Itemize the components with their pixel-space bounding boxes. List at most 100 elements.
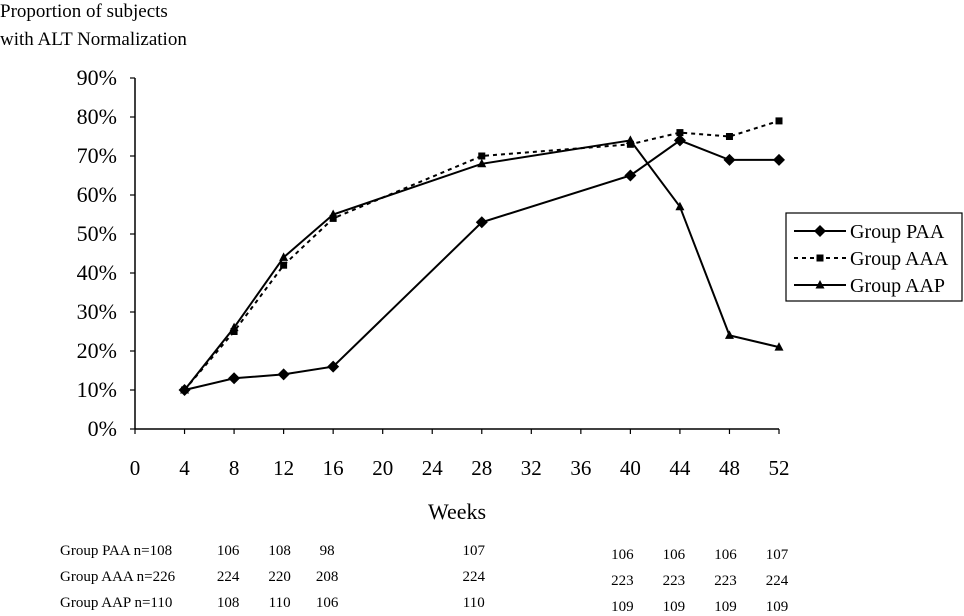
x-tick-label: 20 [372,456,393,480]
data-point [279,252,289,261]
legend-swatch-marker [815,280,825,289]
count-cell: 208 [316,569,339,585]
data-point [477,158,487,168]
y-axis-title: Proportion of subjects with ALT Normaliz… [0,1,187,50]
count-cell: 109 [663,599,686,611]
x-axis-ticks: 0 4 8 12 16 20 24 28 32 36 40 44 48 52 [130,429,790,480]
count-cell: 106 [316,595,339,611]
count-cell: 109 [766,599,789,611]
x-tick-label: 32 [521,456,542,480]
series-layer [178,117,785,396]
count-row-label: Group AAA n=226 [60,569,176,585]
series-line [184,139,779,391]
data-point [676,129,684,137]
legend-item-group-aap: Group AAP [794,275,945,297]
y-tick-label: 60% [77,182,117,207]
y-tick-label: 80% [77,104,117,129]
y-axis-ticks: 0% 10% 20% 30% 40% 50% 60% 70% 80% 90% [77,65,135,441]
x-tick-label: 36 [570,456,591,480]
series-line [183,119,780,391]
x-tick-label: 0 [130,456,141,480]
series-group-paa [178,134,785,396]
data-point [775,117,783,125]
data-point [228,372,241,385]
y-tick-label: 70% [77,143,117,168]
y-axis-title-line-2: with ALT Normalization [0,29,187,50]
data-point [675,201,685,211]
legend-label: Group AAA [850,248,949,270]
legend-swatch-marker [816,254,824,262]
legend-box [785,212,963,302]
count-cell: 224 [463,569,486,585]
count-cell: 106 [611,547,634,563]
x-tick-label: 16 [323,456,344,480]
count-cell: 110 [463,595,485,611]
data-point [625,135,635,144]
count-cell: 108 [217,595,240,611]
count-cell: 106 [217,543,240,559]
count-cell: 108 [268,543,291,559]
count-cell: 220 [268,569,291,585]
y-tick-label: 10% [77,377,117,402]
count-cell: 223 [663,573,686,589]
data-point [723,153,736,166]
count-cell: 98 [320,543,335,559]
count-cell: 223 [714,573,737,589]
legend: Group PAA Group AAA Group AAP [785,212,963,302]
data-point [724,330,734,339]
data-point [327,360,340,373]
data-point [230,328,238,335]
data-point [725,133,733,140]
legend-swatch-marker [814,225,826,237]
x-tick-label: 4 [179,456,190,480]
data-point [475,216,488,229]
data-point [773,153,785,166]
x-tick-label: 24 [422,456,444,480]
x-tick-label: 28 [471,456,492,480]
count-row-group-aaa: Group AAA n=226 224 220 208 224 223 223 223 224 [60,569,789,589]
count-cell: 109 [714,599,737,611]
data-point [328,209,338,218]
x-tick-label: 40 [620,456,641,480]
y-tick-label: 20% [77,338,117,363]
series-line [183,139,780,391]
count-cell: 107 [463,543,486,559]
series-group-aap [180,135,784,394]
legend-label: Group PAA [850,221,945,243]
data-point [478,152,486,160]
count-cell: 106 [714,547,737,563]
count-row-group-paa: Group PAA n=108 106 108 98 107 106 106 106 107 [60,543,789,563]
x-tick-label: 48 [719,456,740,480]
legend-label: Group AAP [850,275,945,297]
data-point [180,385,190,394]
y-tick-label: 0% [88,416,117,441]
data-point [277,368,290,381]
count-cell: 110 [269,595,291,611]
y-tick-label: 50% [77,221,117,246]
count-row-label: Group PAA n=108 [60,543,172,559]
y-tick-label: 30% [77,299,117,324]
y-tick-label: 40% [77,260,117,285]
count-cell: 224 [217,569,240,585]
y-tick-label: 90% [77,65,117,90]
x-tick-label: 44 [669,456,691,480]
count-row-group-aap: Group AAP n=110 108 110 106 110 109 109 109 109 [60,595,789,615]
data-point [774,342,784,351]
x-tick-label: 12 [273,456,294,480]
data-point [624,169,637,182]
data-point [673,134,686,147]
legend-item-group-aaa: Group AAA [794,248,949,270]
x-tick-label: 52 [769,456,790,480]
axes [134,78,779,430]
y-axis-title-line-1: Proportion of subjects [0,1,168,22]
count-cell: 106 [663,547,686,563]
legend-item-group-paa: Group PAA [794,221,945,243]
x-tick-label: 8 [229,456,240,480]
count-cell: 224 [766,573,789,589]
subject-count-table: Group PAA n=108 106 108 98 107 106 106 106 107Gr… [60,543,789,615]
count-cell: 107 [766,547,789,563]
data-point [329,214,337,222]
count-cell: 109 [611,599,634,611]
